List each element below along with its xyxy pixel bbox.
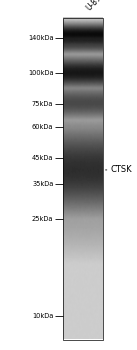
Text: U-87MG: U-87MG [84,0,112,12]
Text: 75kDa: 75kDa [32,101,53,107]
Bar [63,18,103,340]
Text: CTSK: CTSK [111,166,133,174]
Text: 35kDa: 35kDa [32,181,53,187]
Text: 45kDa: 45kDa [32,155,53,161]
Text: 10kDa: 10kDa [32,313,53,319]
Text: 60kDa: 60kDa [32,124,53,130]
Text: 100kDa: 100kDa [28,70,53,76]
Text: 140kDa: 140kDa [28,35,53,41]
Text: 25kDa: 25kDa [32,216,53,223]
